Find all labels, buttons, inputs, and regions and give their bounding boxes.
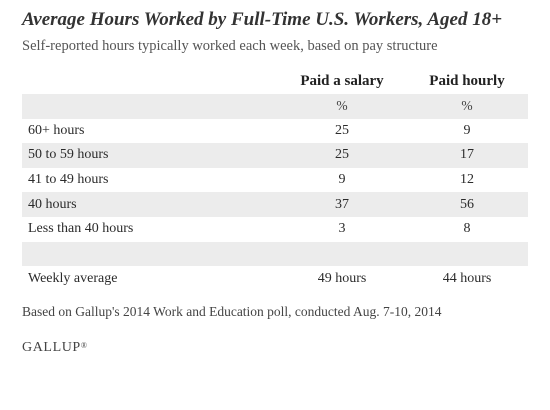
table-row: 50 to 59 hours 25 17 bbox=[22, 143, 528, 168]
spacer-cell bbox=[278, 241, 406, 267]
table-row: 41 to 49 hours 9 12 bbox=[22, 168, 528, 193]
registered-mark: ® bbox=[80, 341, 88, 351]
gallup-logo: GALLUP® bbox=[22, 340, 528, 356]
row-hourly-value: 9 bbox=[463, 122, 471, 138]
row-salary-value: 25 bbox=[335, 122, 349, 138]
row-salary-value: 3 bbox=[338, 221, 346, 237]
header-empty-cell bbox=[22, 69, 278, 94]
unit-row: % % bbox=[22, 94, 528, 119]
spacer-row bbox=[22, 241, 528, 267]
weekly-average-hourly: 44 hours bbox=[442, 271, 492, 287]
weekly-average-label: Weekly average bbox=[28, 271, 118, 287]
header-row: Paid a salary Paid hourly bbox=[22, 69, 528, 94]
page-title: Average Hours Worked by Full-Time U.S. W… bbox=[22, 9, 503, 30]
table-row: 40 hours 37 56 bbox=[22, 192, 528, 217]
source-note: Based on Gallup's 2014 Work and Educatio… bbox=[22, 304, 442, 320]
row-label: 60+ hours bbox=[28, 122, 85, 138]
logo-text: GALLUP bbox=[22, 340, 81, 356]
row-label: 50 to 59 hours bbox=[22, 143, 278, 168]
row-salary-value: 37 bbox=[278, 192, 406, 217]
page-subtitle: Self-reported hours typically worked eac… bbox=[22, 38, 438, 54]
spacer-cell bbox=[22, 241, 278, 267]
hours-table: Paid a salary Paid hourly % % 60+ hours … bbox=[22, 69, 528, 292]
page: Average Hours Worked by Full-Time U.S. W… bbox=[22, 8, 528, 356]
header-paid-salary: Paid a salary bbox=[300, 73, 384, 89]
row-hourly-value: 8 bbox=[463, 221, 471, 237]
header-paid-hourly: Paid hourly bbox=[429, 73, 505, 89]
row-hourly-value: 12 bbox=[460, 172, 474, 188]
weekly-average-row: Weekly average 49 hours 44 hours bbox=[22, 266, 528, 292]
row-hourly-value: 56 bbox=[406, 192, 528, 217]
unit-row-label bbox=[22, 94, 278, 119]
row-salary-value: 9 bbox=[338, 172, 346, 188]
row-label: Less than 40 hours bbox=[28, 221, 134, 237]
row-label: 40 hours bbox=[22, 192, 278, 217]
row-label: 41 to 49 hours bbox=[28, 172, 109, 188]
table-row: Less than 40 hours 3 8 bbox=[22, 217, 528, 242]
unit-salary: % bbox=[278, 94, 406, 119]
table-row: 60+ hours 25 9 bbox=[22, 119, 528, 144]
unit-hourly: % bbox=[406, 94, 528, 119]
row-hourly-value: 17 bbox=[406, 143, 528, 168]
row-salary-value: 25 bbox=[278, 143, 406, 168]
spacer-cell bbox=[406, 241, 528, 267]
weekly-average-salary: 49 hours bbox=[317, 271, 367, 287]
